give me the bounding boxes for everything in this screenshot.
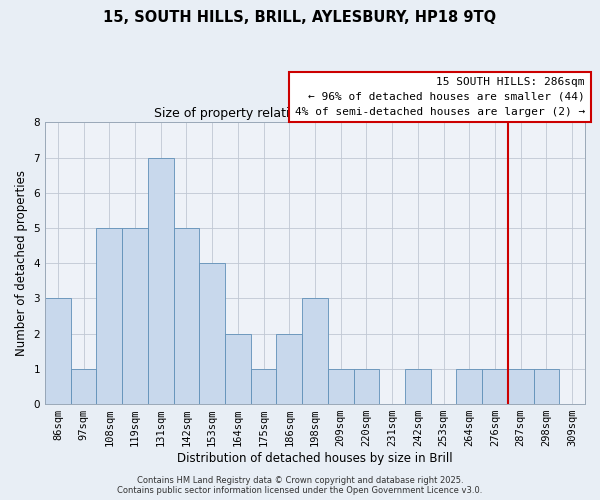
X-axis label: Distribution of detached houses by size in Brill: Distribution of detached houses by size … [177,452,453,465]
Bar [302,298,328,404]
Bar [482,369,508,404]
Text: 15, SOUTH HILLS, BRILL, AYLESBURY, HP18 9TQ: 15, SOUTH HILLS, BRILL, AYLESBURY, HP18 … [103,10,497,25]
Bar [533,369,559,404]
Bar [328,369,353,404]
Bar [277,334,302,404]
Bar [97,228,122,404]
Bar [148,158,173,404]
Bar [122,228,148,404]
Bar [405,369,431,404]
Bar [251,369,277,404]
Bar [225,334,251,404]
Bar [71,369,97,404]
Title: Size of property relative to detached houses in Brill: Size of property relative to detached ho… [154,106,476,120]
Text: Contains HM Land Registry data © Crown copyright and database right 2025.
Contai: Contains HM Land Registry data © Crown c… [118,476,482,495]
Bar [353,369,379,404]
Bar [173,228,199,404]
Bar [457,369,482,404]
Y-axis label: Number of detached properties: Number of detached properties [15,170,28,356]
Bar [508,369,533,404]
Bar [199,263,225,404]
Text: 15 SOUTH HILLS: 286sqm
← 96% of detached houses are smaller (44)
4% of semi-deta: 15 SOUTH HILLS: 286sqm ← 96% of detached… [295,77,585,116]
Bar [45,298,71,404]
